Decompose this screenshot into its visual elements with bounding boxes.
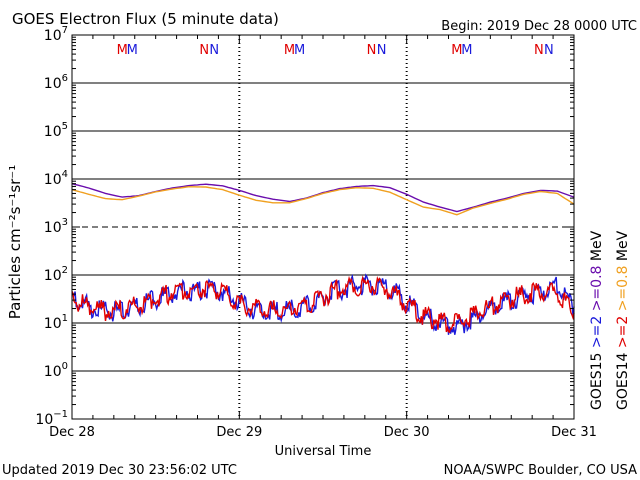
series-group (72, 184, 574, 335)
begin-label: Begin: 2019 Dec 28 0000 UTC (441, 19, 637, 34)
series-line-1 (72, 187, 574, 215)
x-axis-label: Universal Time (275, 444, 372, 459)
legend-text: >=2 (615, 316, 631, 353)
legend-text: >=2 (589, 316, 605, 353)
midnight-marker: N (377, 43, 387, 58)
midnight-marker: N (367, 43, 377, 58)
legend-text: GOES14 (615, 352, 631, 410)
y-tick-label: 100 (44, 361, 68, 380)
midnight-marker: M (127, 43, 138, 58)
x-tick-label: Dec 30 (384, 425, 430, 440)
gridlines (72, 83, 574, 371)
y-tick-label: 107 (44, 25, 68, 44)
midnight-marker: N (534, 43, 544, 58)
x-tick-label: Dec 29 (216, 425, 262, 440)
y-tick-label: 103 (44, 217, 68, 236)
chart-svg: GOES Electron Flux (5 minute data) Begin… (0, 0, 640, 480)
series-line-0 (72, 184, 574, 212)
legend-column-0: GOES15 >=2 >=0.8 MeV (589, 230, 605, 410)
midnight-marker: N (199, 43, 209, 58)
y-tick-label: 106 (44, 73, 68, 92)
y-tick-label: 102 (44, 265, 68, 284)
x-tick-label: Dec 28 (49, 425, 95, 440)
legend-text: MeV (589, 230, 605, 265)
midnight-marker: M (461, 43, 472, 58)
midnight-marker: M (294, 43, 305, 58)
legend-text: >=0.8 (615, 266, 631, 316)
y-tick-label: 101 (44, 313, 68, 332)
midnight-markers: MM N N MM N N MM N N (117, 43, 554, 58)
credit-label: NOAA/SWPC Boulder, CO USA (444, 463, 637, 478)
y-tick-label: 104 (44, 169, 68, 188)
y-axis-label: Particles cm⁻²s⁻¹sr⁻¹ (6, 165, 24, 319)
updated-label: Updated 2019 Dec 30 23:56:02 UTC (2, 463, 237, 478)
legend-text: >=0.8 (589, 266, 605, 316)
legend-column-1: GOES14 >=2 >=0.8 MeV (615, 230, 631, 410)
legend-text: GOES15 (589, 353, 605, 410)
legend-text: MeV (615, 230, 631, 265)
midnight-marker: N (544, 43, 554, 58)
series-line-3 (72, 278, 574, 332)
x-tick-label: Dec 31 (551, 425, 597, 440)
midnight-marker: N (209, 43, 219, 58)
chart-title: GOES Electron Flux (5 minute data) (12, 10, 279, 28)
y-tick-label: 105 (44, 121, 68, 140)
